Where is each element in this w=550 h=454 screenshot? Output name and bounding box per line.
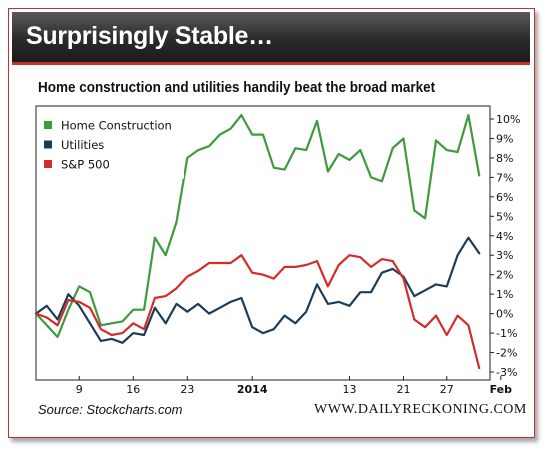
x-tick-label: 13 — [342, 383, 356, 396]
chart-frame — [8, 8, 535, 438]
y-tick-label: 7% — [496, 171, 513, 184]
y-tick-label: 4% — [496, 230, 513, 243]
legend-label: Home Construction — [61, 119, 172, 133]
legend-swatch — [44, 121, 52, 129]
plot-area — [35, 105, 491, 381]
website-credit: WWW.DAILYRECKONING.COM — [314, 402, 527, 417]
y-tick-label: 3% — [496, 249, 513, 262]
series-line-home-construction — [34, 113, 481, 339]
x-tick-label: 27 — [440, 383, 454, 396]
x-tick-label: 21 — [397, 383, 411, 396]
x-tick-label: Feb — [490, 383, 513, 396]
y-tick-label: 2% — [496, 269, 513, 282]
y-tick-label: -1% — [496, 327, 517, 340]
y-tick-label: -3% — [496, 366, 517, 379]
y-tick-label: 6% — [496, 191, 513, 204]
y-tick-label: 10% — [496, 113, 520, 126]
x-tick-label: 9 — [76, 383, 83, 396]
y-tick-label: 1% — [496, 288, 513, 301]
banner-title: Surprisingly Stable… — [26, 22, 273, 50]
legend-swatch — [44, 160, 52, 168]
series-line-s-p-500 — [34, 254, 481, 370]
y-tick-label: 5% — [496, 210, 513, 223]
x-tick-label: 16 — [126, 383, 140, 396]
x-tick-label: 23 — [180, 383, 194, 396]
y-tick-label: 0% — [496, 308, 513, 321]
chart-subtitle: Home construction and utilities handily … — [38, 80, 436, 96]
series-line-utilities — [34, 236, 481, 344]
title-banner: Surprisingly Stable… — [12, 12, 530, 65]
x-tick-label: 2014 — [237, 383, 268, 396]
y-tick-label: 9% — [496, 132, 513, 145]
legend-box — [40, 114, 184, 179]
legend-label: Utilities — [61, 138, 104, 152]
y-tick-label: -2% — [496, 347, 517, 360]
legend-swatch — [44, 140, 52, 149]
legend-label: S&P 500 — [61, 158, 110, 172]
source-note: Source: Stockcharts.com — [38, 402, 183, 417]
y-tick-label: 8% — [496, 152, 513, 165]
